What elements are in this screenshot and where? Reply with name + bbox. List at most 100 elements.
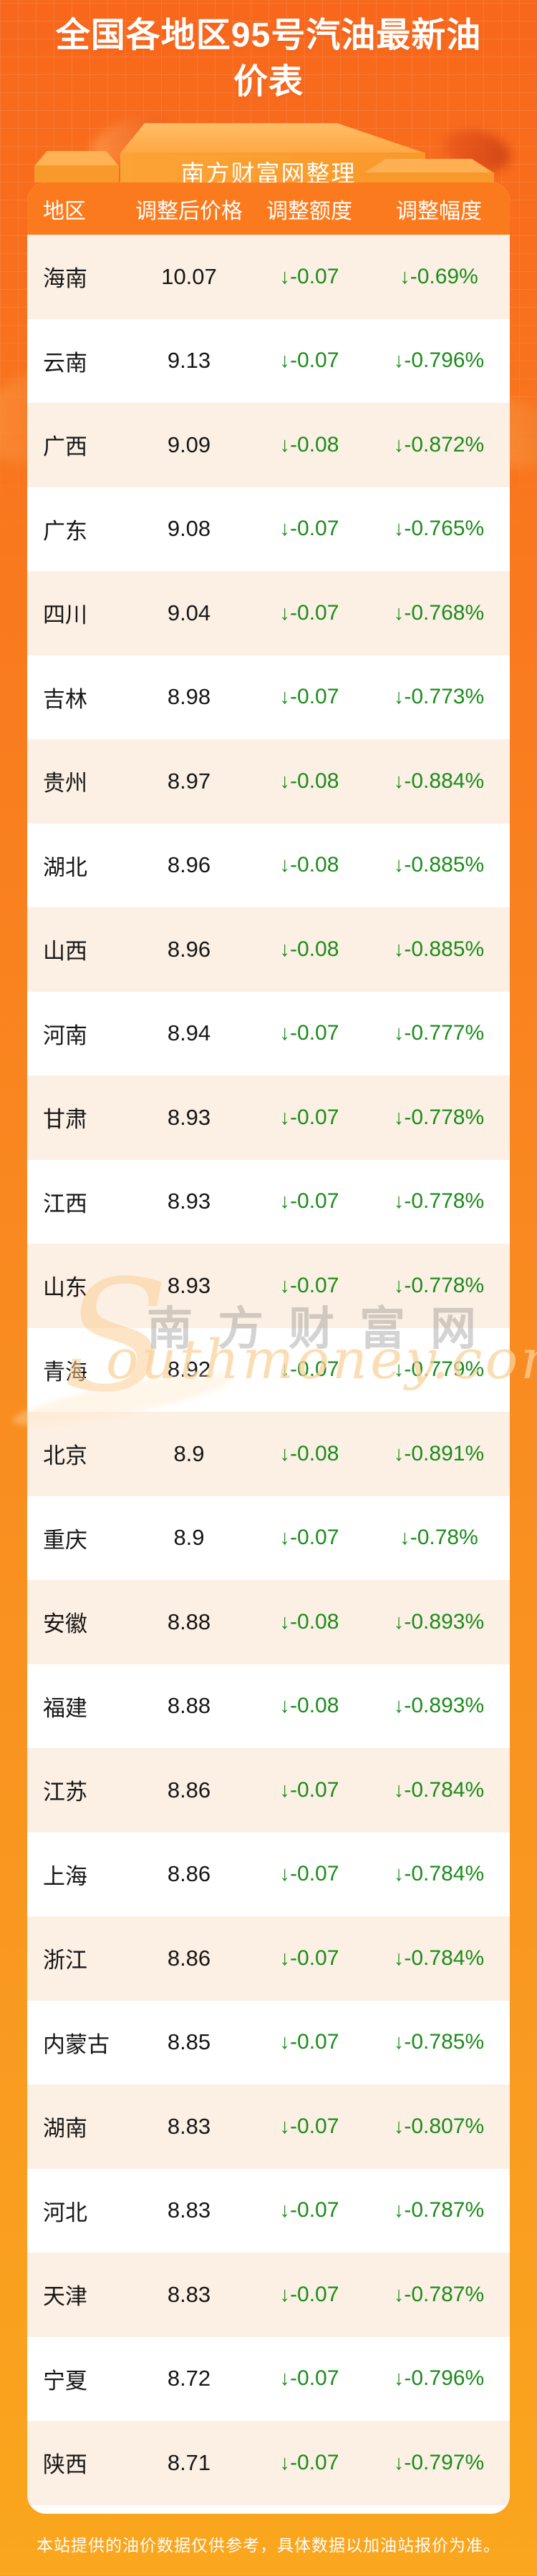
price-cell: 10.07	[161, 263, 217, 289]
down-arrow-icon: ↓	[393, 2283, 405, 2306]
price-cell: 8.92	[167, 1357, 211, 1382]
percent-cell: ↓-0.778%	[393, 1105, 485, 1129]
column-header-percent: 调整幅度	[396, 199, 482, 223]
table-row: 湖南 8.83 ↓-0.07 ↓-0.807%	[27, 2084, 510, 2169]
price-cell: 8.96	[167, 852, 211, 878]
down-arrow-icon: ↓	[393, 686, 405, 709]
region-cell: 甘肃	[43, 1107, 87, 1133]
table-row: 四川 9.04 ↓-0.07 ↓-0.768%	[27, 571, 510, 655]
podium-center-top	[120, 123, 425, 153]
region-cell: 山东	[43, 1275, 87, 1301]
down-arrow-icon: ↓	[393, 2031, 405, 2054]
change-cell: ↓-0.07	[279, 1105, 339, 1129]
region-cell: 云南	[43, 350, 87, 376]
table-row: 宁夏 8.72 ↓-0.07 ↓-0.796%	[27, 2336, 510, 2421]
table-header-row: 地区 调整后价格 调整额度 调整幅度	[27, 182, 510, 235]
down-arrow-icon: ↓	[393, 1610, 405, 1634]
table-row: 陕西 8.71 ↓-0.07 ↓-0.797%	[27, 2421, 510, 2505]
percent-cell: ↓-0.796%	[393, 2366, 485, 2391]
price-cell: 8.98	[167, 684, 211, 710]
down-arrow-icon: ↓	[279, 517, 291, 541]
change-cell: ↓-0.07	[279, 1273, 339, 1297]
down-arrow-icon: ↓	[393, 1694, 405, 1718]
table-row: 福建 8.88 ↓-0.08 ↓-0.893%	[27, 1664, 510, 1748]
price-cell: 8.86	[167, 1777, 211, 1802]
region-cell: 广东	[43, 518, 87, 544]
percent-cell: ↓-0.787%	[393, 2282, 485, 2306]
down-arrow-icon: ↓	[393, 2114, 405, 2138]
table-row: 吉林 8.98 ↓-0.07 ↓-0.773%	[27, 655, 510, 739]
price-cell: 8.83	[167, 2197, 211, 2223]
down-arrow-icon: ↓	[393, 601, 405, 625]
table-row: 广东 9.08 ↓-0.07 ↓-0.765%	[27, 487, 510, 571]
region-cell: 安徽	[43, 1611, 87, 1637]
down-arrow-icon: ↓	[279, 349, 291, 373]
table-row: 贵州 8.97 ↓-0.08 ↓-0.884%	[27, 739, 510, 824]
price-cell: 8.86	[167, 1861, 211, 1887]
down-arrow-icon: ↓	[393, 349, 405, 373]
column-header-change: 调整额度	[266, 199, 352, 223]
down-arrow-icon: ↓	[279, 1106, 291, 1129]
change-cell: ↓-0.07	[279, 600, 339, 625]
region-cell: 贵州	[43, 771, 87, 796]
table-row: 安徽 8.88 ↓-0.08 ↓-0.893%	[27, 1580, 510, 1664]
percent-cell: ↓-0.807%	[393, 2114, 485, 2138]
change-cell: ↓-0.07	[279, 517, 339, 541]
percent-cell: ↓-0.784%	[393, 1777, 485, 1802]
table-row: 广西 9.09 ↓-0.08 ↓-0.872%	[27, 403, 510, 487]
table-row: 浙江 8.86 ↓-0.07 ↓-0.784%	[27, 1916, 510, 2001]
percent-cell: ↓-0.891%	[393, 1441, 485, 1465]
change-cell: ↓-0.07	[279, 1526, 339, 1550]
down-arrow-icon: ↓	[393, 2199, 405, 2223]
table-row: 河南 8.94 ↓-0.07 ↓-0.777%	[27, 991, 510, 1075]
down-arrow-icon: ↓	[400, 265, 410, 288]
price-cell: 8.72	[167, 2366, 211, 2391]
table-row: 重庆 8.9 ↓-0.07 ↓-0.78%	[27, 1496, 510, 1580]
down-arrow-icon: ↓	[393, 1863, 405, 1886]
percent-cell: ↓-0.69%	[400, 264, 478, 288]
region-cell: 四川	[43, 602, 87, 628]
table-row: 江苏 8.86 ↓-0.07 ↓-0.784%	[27, 1748, 510, 1833]
price-cell: 8.83	[167, 2113, 211, 2139]
region-cell: 湖南	[43, 2116, 87, 2142]
down-arrow-icon: ↓	[279, 1863, 291, 1886]
region-cell: 浙江	[43, 1948, 87, 1974]
region-cell: 内蒙古	[43, 2031, 110, 2057]
down-arrow-icon: ↓	[279, 601, 291, 625]
region-cell: 青海	[43, 1359, 87, 1385]
percent-cell: ↓-0.785%	[393, 2030, 485, 2054]
down-arrow-icon: ↓	[393, 1190, 405, 1214]
down-arrow-icon: ↓	[393, 854, 405, 877]
down-arrow-icon: ↓	[279, 937, 291, 961]
price-cell: 8.88	[167, 1693, 211, 1719]
region-cell: 吉林	[43, 686, 87, 712]
table-row: 河北 8.83 ↓-0.07 ↓-0.787%	[27, 2168, 510, 2253]
change-cell: ↓-0.07	[279, 1862, 339, 1886]
down-arrow-icon: ↓	[279, 854, 291, 877]
change-cell: ↓-0.07	[279, 2282, 339, 2306]
table-row: 甘肃 8.93 ↓-0.07 ↓-0.778%	[27, 1075, 510, 1160]
percent-cell: ↓-0.784%	[393, 1862, 485, 1886]
table-row: 天津 8.83 ↓-0.07 ↓-0.787%	[27, 2253, 510, 2337]
table-row: 海南 10.07 ↓-0.07 ↓-0.69%	[27, 235, 510, 319]
source-subtitle: 南方财富网整理	[180, 160, 357, 187]
percent-cell: ↓-0.78%	[400, 1526, 478, 1550]
down-arrow-icon: ↓	[279, 1358, 291, 1382]
region-cell: 河北	[43, 2200, 87, 2225]
table-row: 北京 8.9 ↓-0.08 ↓-0.891%	[27, 1412, 510, 1496]
down-arrow-icon: ↓	[279, 2283, 291, 2306]
down-arrow-icon: ↓	[279, 1190, 291, 1214]
down-arrow-icon: ↓	[279, 1526, 291, 1550]
down-arrow-icon: ↓	[279, 265, 291, 288]
percent-cell: ↓-0.784%	[393, 1946, 485, 1970]
change-cell: ↓-0.08	[279, 1441, 339, 1465]
change-cell: ↓-0.08	[279, 1609, 339, 1634]
price-cell: 9.09	[167, 431, 211, 457]
price-cell: 8.71	[167, 2449, 211, 2475]
percent-cell: ↓-0.885%	[393, 853, 485, 877]
down-arrow-icon: ↓	[279, 1610, 291, 1634]
percent-cell: ↓-0.872%	[393, 432, 485, 457]
region-cell: 重庆	[43, 1527, 87, 1553]
change-cell: ↓-0.07	[279, 1357, 339, 1382]
down-arrow-icon: ↓	[279, 1778, 291, 1802]
